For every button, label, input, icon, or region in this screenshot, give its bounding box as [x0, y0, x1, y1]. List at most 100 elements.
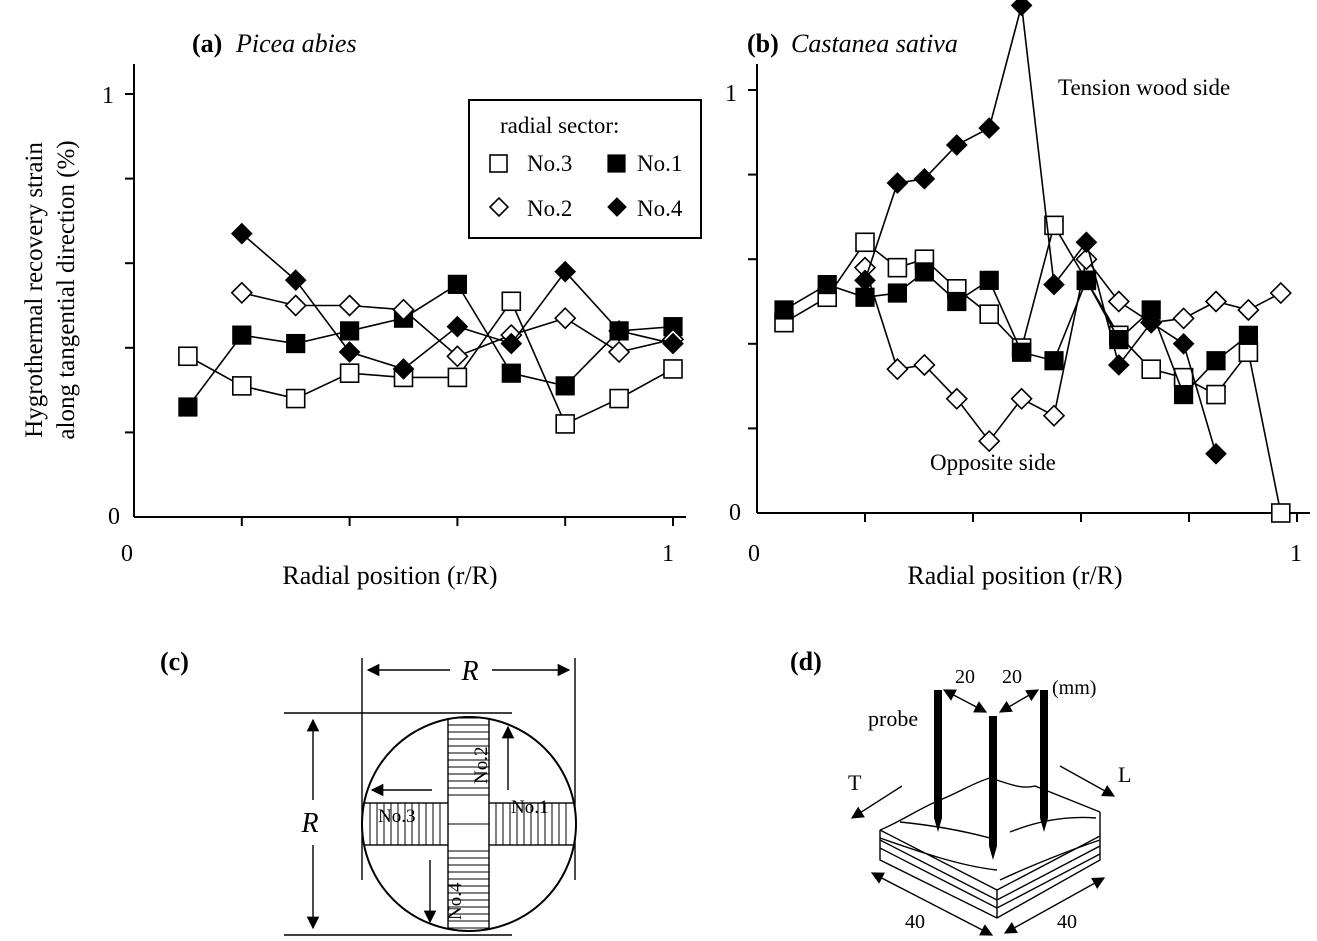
dim-label-top: R: [460, 656, 478, 687]
panel-b-point-no1: [1173, 384, 1194, 405]
panel-b-point-no2: [1269, 281, 1292, 305]
panel-b-point-no4: [1140, 311, 1163, 334]
panel-b-title: Castanea sativa: [791, 29, 958, 58]
panel-a-y-tick-1: 1: [102, 83, 114, 109]
panel-a-point-no2: [607, 340, 631, 364]
panel-a-point-no4: [554, 260, 577, 283]
panel-b-point-no2: [978, 429, 1001, 453]
panel-a-point-no4: [662, 332, 684, 355]
panel-a-point-no4: [500, 332, 523, 355]
panel-b-point-no4: [1010, 0, 1033, 17]
width-label-1: 40: [905, 911, 925, 933]
panel-b-series-line-no3: [783, 223, 1282, 514]
panel-b-point-no4: [854, 269, 876, 292]
diagram-c: (c) R R No.1 No.2 No.3 No.4: [160, 647, 577, 936]
width-arrow-1: [870, 872, 994, 936]
panel-a-point-no2: [338, 294, 361, 317]
panel-b-point-no2: [1204, 290, 1228, 313]
unit-label: (mm): [1052, 677, 1096, 699]
panel-b-point-no4: [1075, 231, 1098, 254]
panel-a-point-no1: [340, 321, 360, 341]
diagram-c-tag: (c): [160, 647, 189, 676]
panel-a-point-no2: [446, 345, 469, 368]
panel-b-point-no1: [979, 270, 999, 290]
width-arrow-2: [1003, 877, 1106, 934]
panel-a-x-tick-0: 0: [121, 541, 133, 567]
legend-marker-no3: [489, 154, 508, 173]
panel-a-point-no3: [178, 346, 198, 367]
diagram-d: (d) 20 20 (mm) probe: [790, 647, 1131, 936]
panel-b-point-no1: [1044, 351, 1064, 371]
panel-b-point-no1: [887, 283, 908, 303]
panel-b-point-no2: [1042, 404, 1066, 427]
disc-sector-strips: [362, 717, 576, 931]
axis-label-t: T: [848, 770, 862, 795]
panel-b-point-no3: [1044, 215, 1064, 236]
panel-a-point-no1: [555, 376, 575, 396]
panel-b-point-no4: [1172, 332, 1195, 355]
panel-b-point-no1: [947, 291, 967, 312]
panel-a-point-no3: [232, 376, 252, 396]
panel-b-point-no1: [1109, 329, 1129, 350]
panel-b-point-no3: [887, 257, 908, 278]
panel-a-point-no1: [501, 363, 521, 383]
panel-b-point-no4: [1205, 442, 1227, 465]
axis-label-l: L: [1118, 762, 1131, 787]
panel-b-point-no2: [1172, 307, 1195, 330]
panel-a-series-line-no1: [187, 283, 674, 408]
panel-a-point-no1: [447, 274, 467, 294]
panel-b-point-no2: [1010, 387, 1033, 410]
legend-title: radial sector:: [500, 113, 619, 138]
sector-label-no2: No.2: [471, 747, 492, 784]
panel-b-point-no2: [1107, 290, 1130, 313]
panel-b-point-no3: [1271, 503, 1291, 523]
panel-b-point-no4: [1043, 273, 1065, 296]
probe-label: probe: [868, 706, 918, 731]
panel-a-point-no4: [230, 222, 253, 245]
sector-label-no1: No.1: [511, 797, 548, 818]
panel-b-point-no2: [1237, 298, 1260, 322]
panel-a-point-no1: [232, 325, 252, 345]
panel-b-point-no4: [978, 117, 1001, 139]
spacing-arrow-2: [998, 689, 1040, 713]
panel-b-point-no1: [1011, 342, 1032, 362]
panel-b-y-tick-0: 0: [729, 500, 741, 526]
panel-a-point-no3: [339, 363, 360, 383]
legend-label-no3: No.3: [527, 151, 572, 176]
panel-a: (a) Picea abies Hygrothermal recovery st…: [21, 29, 702, 590]
panel-b-point-no1: [817, 274, 837, 295]
panel-b-y-tick-1: 1: [725, 81, 737, 107]
panel-b-point-no1: [914, 262, 935, 282]
panel-a-series-line-no3: [187, 299, 674, 426]
panel-a-point-no3: [447, 367, 468, 388]
panel-a-point-no3: [555, 414, 576, 434]
panel-b-point-no1: [1238, 325, 1259, 345]
probes: [934, 690, 1048, 860]
legend-label-no4: No.4: [637, 196, 683, 221]
panel-b-point-no3: [1238, 342, 1259, 363]
annotation-tension-wood-side: Tension wood side: [1058, 75, 1230, 100]
panel-b-tag: (b): [747, 29, 779, 58]
panel-a-point-no2: [392, 298, 415, 321]
panel-b-point-no2: [913, 353, 936, 377]
diagram-d-tag: (d): [790, 647, 822, 676]
sector-label-no3: No.3: [378, 806, 415, 827]
axis-arrow-t: [850, 785, 903, 819]
panel-b-point-no2: [945, 387, 968, 410]
panel-a-ticks: [125, 93, 674, 526]
spacing-label-1: 20: [955, 666, 975, 688]
panel-b-point-no3: [1206, 384, 1226, 405]
panel-b-x-axis-label: Radial position (r/R): [907, 561, 1122, 590]
panel-b-point-no4: [913, 167, 936, 190]
panel-a-x-axis-label: Radial position (r/R): [282, 561, 497, 590]
legend-marker-no4: [607, 197, 627, 217]
panel-a-point-no3: [285, 388, 306, 409]
y-axis-label-line2: along tangential direction (%): [53, 140, 80, 439]
panel-a-point-no4: [338, 341, 361, 363]
disc-outline: [361, 716, 577, 932]
legend: radial sector: No.3 No.1 No.2 No.4: [468, 99, 702, 239]
panel-a-point-no2: [554, 307, 577, 330]
panel-a-series: [178, 222, 685, 434]
panel-a-point-no4: [446, 315, 469, 338]
